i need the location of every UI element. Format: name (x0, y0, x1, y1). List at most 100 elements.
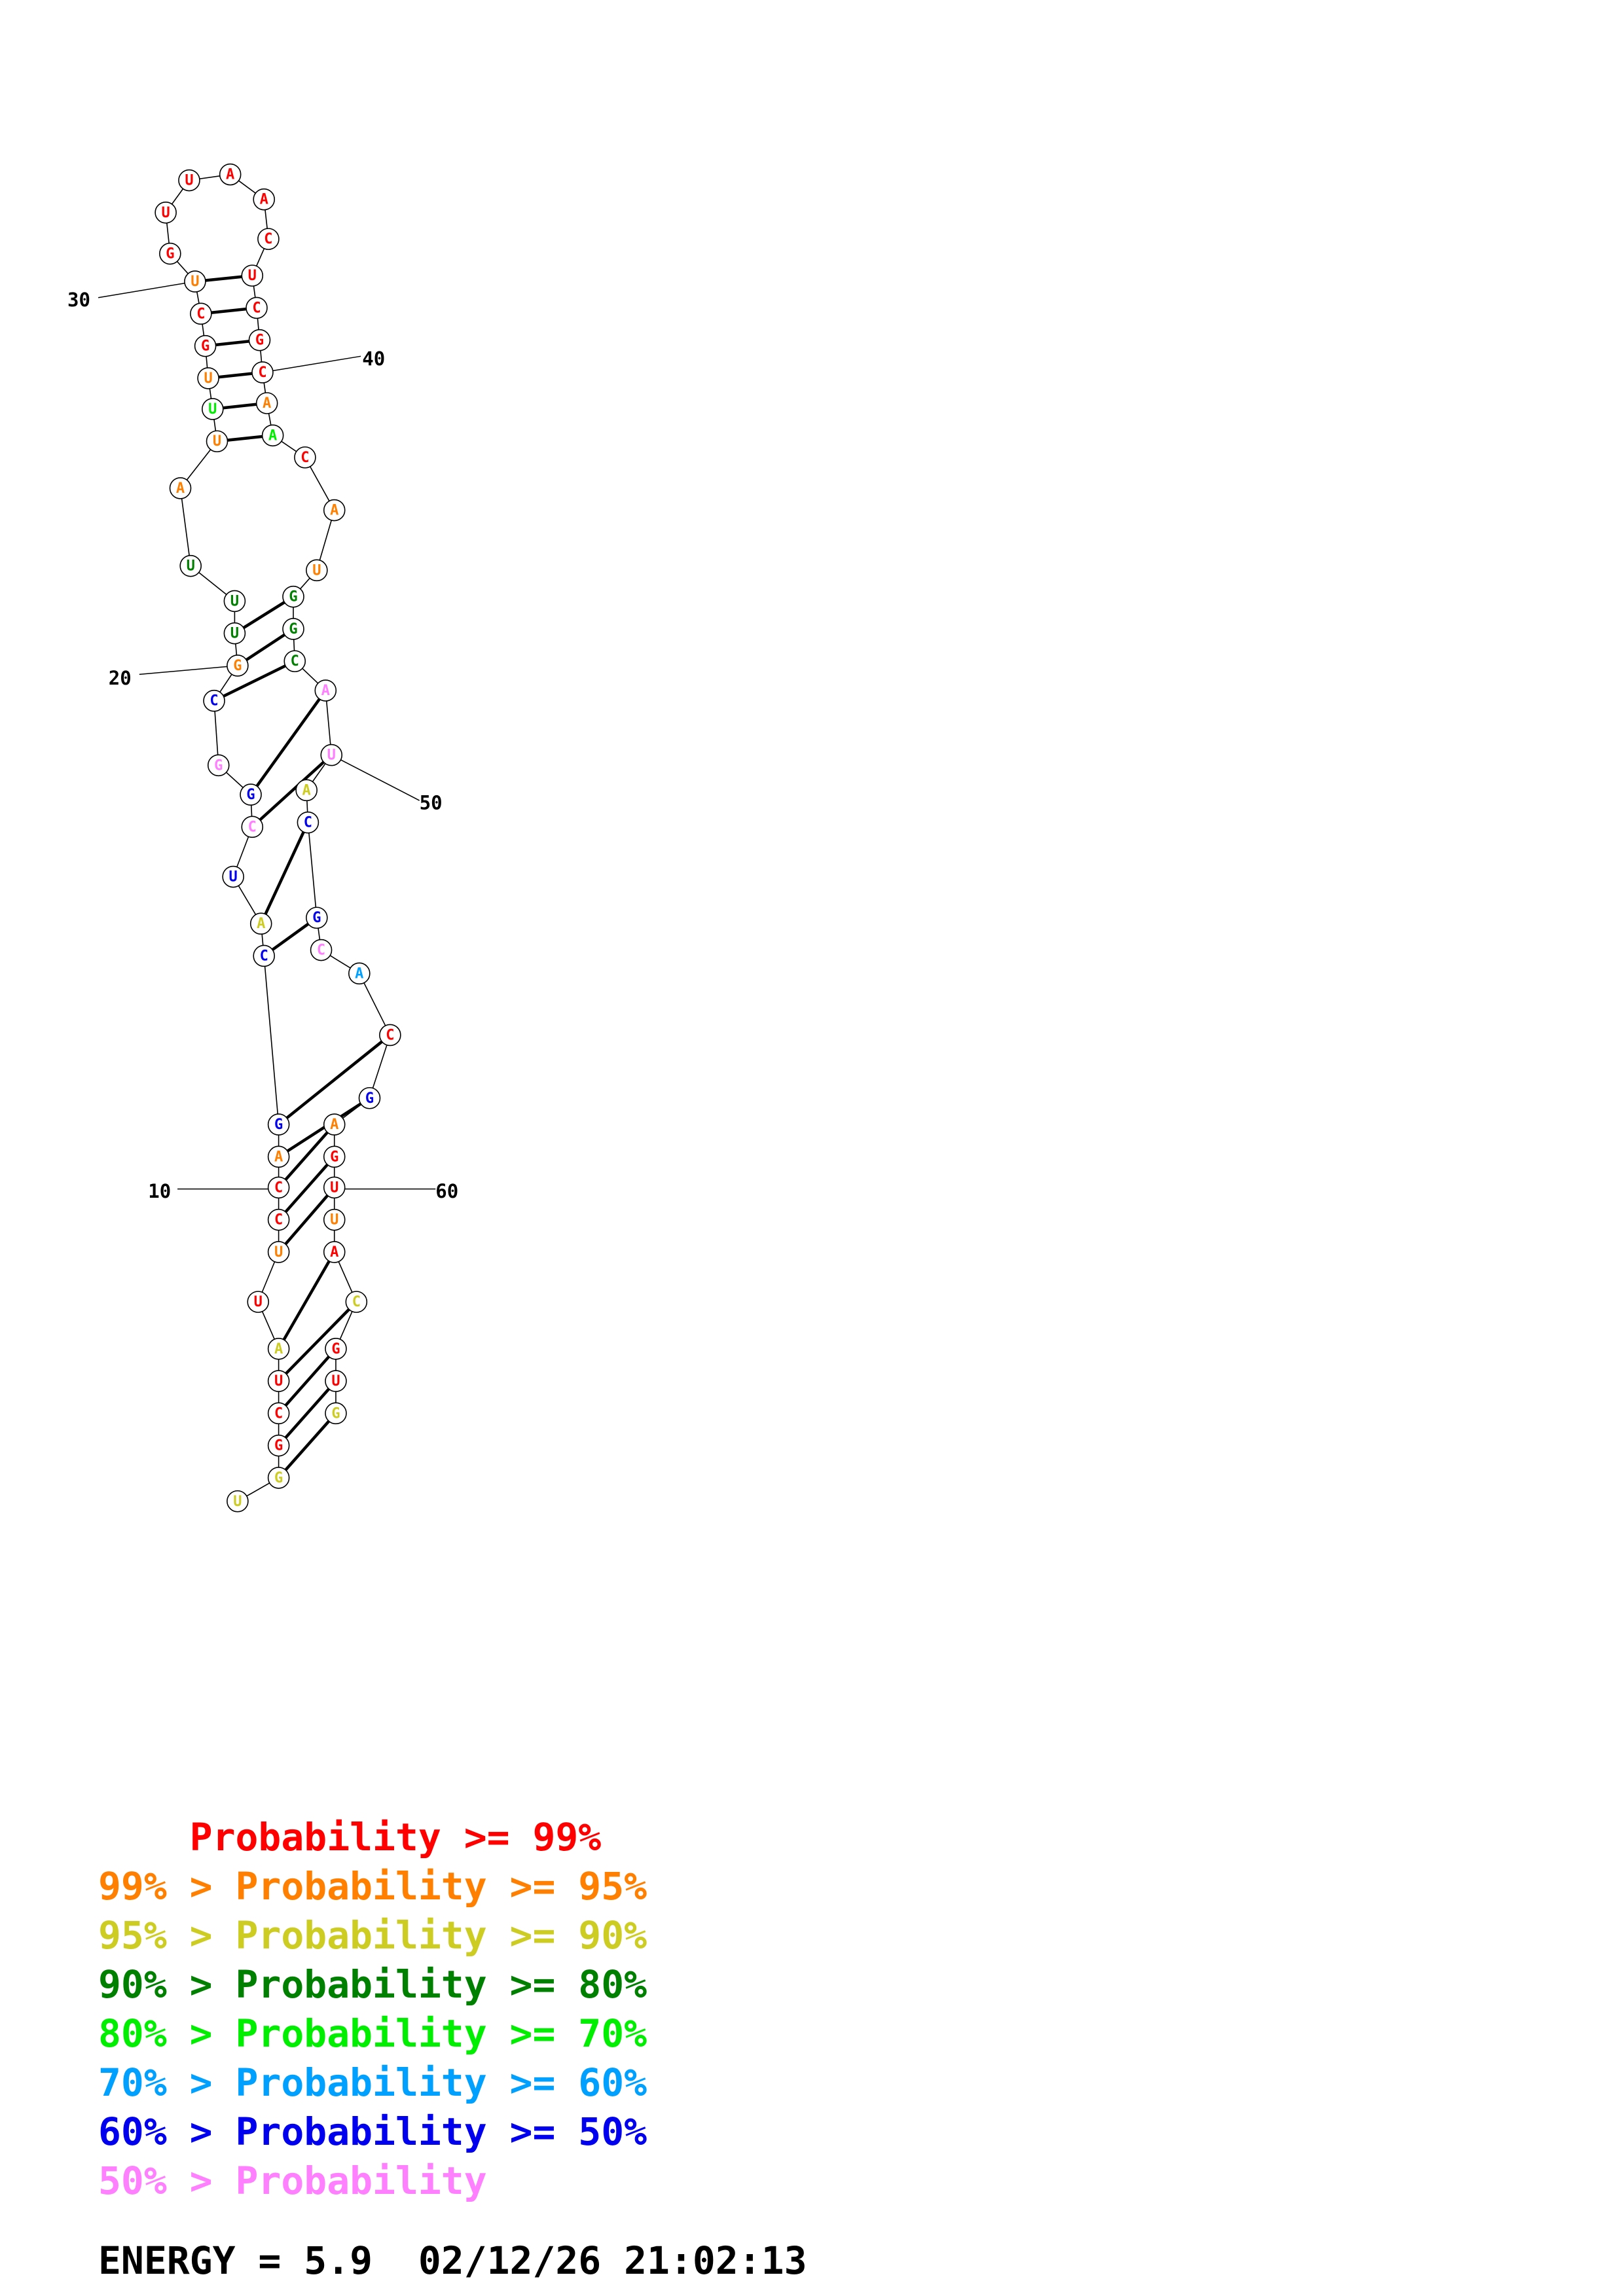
nucleotide-circle (379, 1024, 401, 1047)
nucleotide: U (325, 1370, 347, 1392)
base-pair-bond (259, 821, 310, 925)
nucleotide-letter: G (166, 246, 174, 262)
backbone-segment (307, 822, 318, 918)
base-pair-bond (277, 1348, 337, 1414)
nucleotide: U (227, 1490, 249, 1513)
nucleotide-letter: C (264, 231, 272, 247)
nucleotide-circle (314, 679, 337, 702)
base-pair-bond (277, 1123, 336, 1189)
nucleotide-letter: G (274, 1117, 283, 1133)
nucleotide-circle (179, 554, 202, 577)
nucleotide-circle (241, 264, 264, 287)
position-label: 10 (148, 1180, 171, 1202)
nucleotide: G (325, 1402, 347, 1425)
nucleotide-letter: G (312, 910, 321, 926)
nucleotide: U (247, 1291, 270, 1313)
nucleotide-circle (251, 361, 274, 384)
nucleotide-circle (283, 650, 306, 673)
nucleotide-circle (159, 242, 181, 265)
nucleotide-letter: G (201, 338, 210, 355)
nucleotide-letter: G (255, 332, 264, 349)
nucleotide-letter: A (321, 683, 330, 699)
nucleotide-letter: G (274, 1438, 283, 1454)
nucleotide: C (253, 944, 276, 967)
nucleotide: C (241, 816, 264, 838)
nucleotide: A (219, 163, 242, 186)
nucleotide-circle (203, 689, 225, 712)
nucleotide: U (178, 169, 200, 192)
base-pair-bond (277, 1186, 336, 1253)
nucleotide: C (190, 302, 212, 325)
position-tick (139, 665, 238, 675)
backbone-segment (263, 956, 280, 1125)
nucleotide-letter: U (327, 747, 336, 764)
nucleotide-letter: C (274, 1405, 283, 1422)
nucleotide: G (358, 1086, 381, 1109)
nucleotide-letter: G (214, 757, 223, 774)
nucleotide: A (253, 188, 276, 211)
backbone-segment (369, 1035, 391, 1099)
nucleotide: A (261, 424, 284, 447)
base-pair-bond (277, 1155, 336, 1221)
nucleotide-circle (325, 1402, 347, 1425)
nucleotide-letter: U (230, 626, 239, 642)
nucleotide-circle (178, 169, 200, 192)
nucleotide-circle (358, 1086, 381, 1109)
nucleotide: A (267, 1145, 290, 1168)
nucleotide-circle (323, 1208, 346, 1231)
nucleotide: A (348, 962, 371, 985)
nucleotide-letter: A (176, 480, 185, 497)
nucleotide: U (222, 865, 244, 888)
nucleotide-circle (190, 302, 212, 325)
nucleotide: U (267, 1241, 290, 1263)
nucleotide: G (240, 783, 262, 806)
nucleotide-letter: A (274, 1341, 283, 1357)
position-tick (331, 754, 420, 801)
nucleotide-letter: C (274, 1179, 283, 1196)
nucleotide: U (323, 1208, 346, 1231)
nucleotide: C (283, 650, 306, 673)
nucleotide-letter: C (274, 1212, 283, 1229)
nucleotide: C (251, 361, 274, 384)
nucleotide: G (282, 585, 304, 608)
nucleotide-circle (219, 163, 242, 186)
nucleotide: U (197, 367, 219, 389)
nucleotide-letter: G (331, 1341, 340, 1357)
nucleotide: C (203, 689, 225, 712)
nucleotide: C (267, 1208, 290, 1231)
nucleotide-letter: G (274, 1470, 283, 1486)
nucleotide-letter: C (301, 450, 309, 466)
nucleotide-circle (246, 296, 268, 319)
position-label: 20 (109, 667, 132, 689)
nucleotide-circle (194, 334, 217, 357)
nucleotide-letter: A (257, 916, 265, 932)
nucleotide: U (179, 554, 202, 577)
base-pair-bond (213, 660, 296, 702)
nucleotide-circle (267, 1467, 290, 1489)
nucleotide-letter: A (226, 167, 234, 183)
nucleotide-circle (255, 392, 278, 414)
base-pair-bond (277, 1412, 337, 1479)
nucleotide-circle (240, 783, 262, 806)
nucleotide-circle (323, 1113, 346, 1136)
nucleotide-circle (155, 201, 177, 224)
nucleotide-circle (295, 779, 318, 802)
nucleotide-circle (267, 1145, 290, 1168)
nucleotide-circle (267, 1402, 290, 1425)
nucleotide-letter: G (365, 1090, 374, 1107)
nucleotide: G (306, 906, 328, 929)
nucleotide-circle (223, 622, 246, 645)
nucleotide-letter: G (330, 1149, 338, 1165)
nucleotide-circle (282, 585, 304, 608)
probability-legend: Probability >= 99% 99% > Probability >= 9… (98, 1813, 647, 2206)
legend-entry: 80% > Probability >= 70% (98, 2011, 647, 2056)
nucleotide: C (257, 228, 280, 250)
nucleotide-circle (267, 1208, 290, 1231)
energy-timestamp: ENERGY = 5.9 02/12/26 21:02:13 (98, 2238, 807, 2283)
nucleotide-letter: U (330, 1212, 338, 1229)
nucleotide: G (248, 329, 271, 351)
legend-entry: 50% > Probability (98, 2159, 487, 2203)
nucleotide-circle (249, 912, 272, 935)
